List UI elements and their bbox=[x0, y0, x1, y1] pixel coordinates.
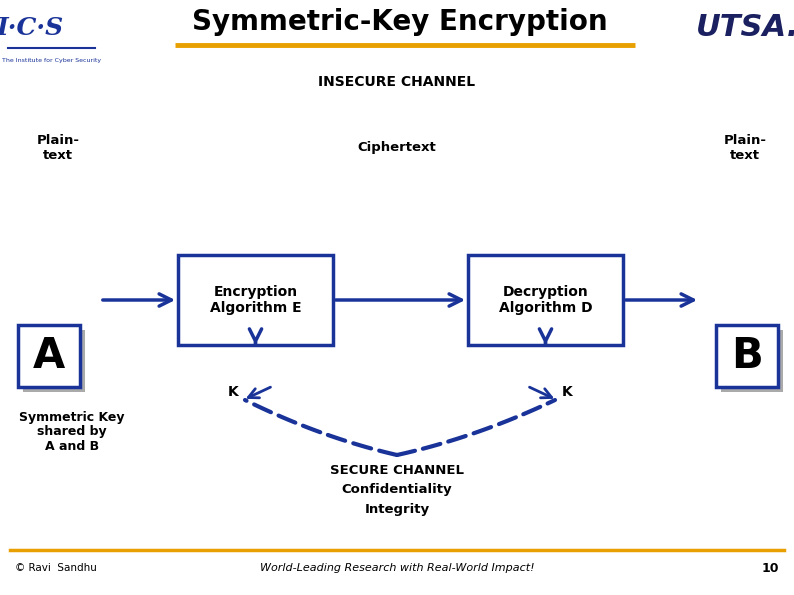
Text: World-Leading Research with Real-World Impact!: World-Leading Research with Real-World I… bbox=[260, 563, 534, 573]
Text: SECURE CHANNEL
Confidentiality
Integrity: SECURE CHANNEL Confidentiality Integrity bbox=[330, 465, 464, 515]
Text: Plain-
text: Plain- text bbox=[723, 134, 766, 162]
Text: Encryption
Algorithm E: Encryption Algorithm E bbox=[210, 285, 301, 315]
FancyBboxPatch shape bbox=[178, 255, 333, 345]
FancyBboxPatch shape bbox=[468, 255, 623, 345]
Text: K: K bbox=[228, 385, 238, 399]
FancyBboxPatch shape bbox=[721, 330, 783, 392]
Text: Decryption
Algorithm D: Decryption Algorithm D bbox=[499, 285, 592, 315]
Text: Plain-
text: Plain- text bbox=[37, 134, 79, 162]
Text: © Ravi  Sandhu: © Ravi Sandhu bbox=[15, 563, 97, 573]
Text: I·C·S: I·C·S bbox=[0, 16, 64, 40]
FancyBboxPatch shape bbox=[716, 325, 778, 387]
Text: The Institute for Cyber Security: The Institute for Cyber Security bbox=[2, 58, 102, 63]
FancyBboxPatch shape bbox=[18, 325, 80, 387]
FancyBboxPatch shape bbox=[23, 330, 85, 392]
Text: Symmetric Key
shared by
A and B: Symmetric Key shared by A and B bbox=[19, 411, 125, 453]
Text: A: A bbox=[33, 335, 65, 377]
Text: INSECURE CHANNEL: INSECURE CHANNEL bbox=[318, 75, 476, 89]
Text: UTSA.: UTSA. bbox=[696, 14, 794, 42]
Text: Ciphertext: Ciphertext bbox=[357, 142, 437, 155]
Text: K: K bbox=[561, 385, 572, 399]
Text: 10: 10 bbox=[761, 562, 779, 575]
Text: Symmetric-Key Encryption: Symmetric-Key Encryption bbox=[192, 8, 608, 36]
Text: B: B bbox=[731, 335, 763, 377]
